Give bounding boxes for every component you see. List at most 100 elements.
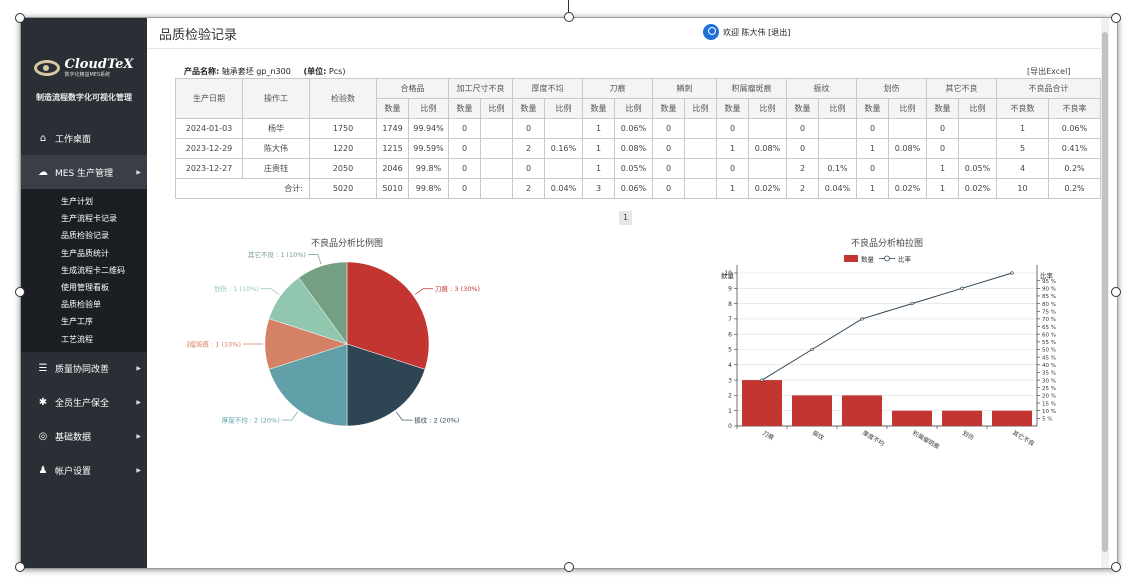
sidebar-item-account[interactable]: ♟ 帐户设置 ▶ [21,454,147,488]
col-subheader: 比例 [818,98,857,119]
col-subheader: 比例 [958,98,997,119]
logo-eye-icon [34,60,61,76]
pie-slice-label: 刀痕 : 3 (30%) [435,284,480,293]
y2-tick-label: 80 % [1042,302,1056,308]
resize-handle-bl[interactable] [15,562,25,572]
legend-line-marker [884,255,890,262]
sidebar-item-label: 帐户设置 [55,467,92,478]
table-cell: 3 [582,178,615,199]
page-title: 品质检验记录 [159,28,238,43]
table-cell: 4 [996,158,1049,179]
col-subheader: 比例 [544,98,583,119]
table-row: 2023-12-29 陈大伟 1220 1215 99.59% 0 2 0.16% 1 0.08%… [175,138,1101,159]
table-cell [684,138,717,159]
table-cell: 10 [996,178,1049,199]
sidebar-subitem[interactable]: 品质检验单 [61,300,101,310]
product-name-value: 轴承套坯 gp_n300 [221,67,291,76]
pie-slice [268,343,348,427]
rotate-handle[interactable] [564,12,574,22]
table-cell: 0.16% [544,138,583,159]
sidebar-item-label: 工作桌面 [55,134,92,145]
pie-slice [346,261,430,370]
cumulative-point [960,286,964,290]
y2-tick-label: 45 % [1042,355,1056,361]
sidebar-subitem[interactable]: 工艺流程 [61,334,93,344]
col-subheader: 数量 [716,98,749,119]
table-cell: 0.2% [1048,178,1101,199]
cumulative-point [860,317,864,321]
table-cell: 0.04% [818,178,857,199]
sidebar-item-basedata[interactable]: ◎ 基础数据 ▶ [21,420,147,454]
col-group-header: 鳞刺 [652,78,717,99]
pagination-page[interactable]: 1 [619,211,632,225]
y-tick-label: 8 [728,301,732,308]
sidebar-subitem[interactable]: 生产工序 [61,317,93,327]
sidebar-subitem[interactable]: 品质检验记录 [61,231,109,241]
col-subheader: 比例 [408,98,449,119]
col-subheader: 比例 [614,98,653,119]
sidebar-subitem[interactable]: 使用管理看板 [61,282,109,292]
table-cell [818,118,857,139]
y2-tick-label: 50 % [1042,348,1056,354]
welcome-logout-link[interactable]: 欢迎 陈大伟 [退出] [723,27,791,37]
x-tick-label: 厚度不均 [861,429,886,448]
y2-tick-label: 15 % [1042,401,1056,407]
scrollbar[interactable] [1101,18,1109,568]
col-subheader: 比例 [888,98,927,119]
col-group-header: 不良品合计 [996,78,1101,99]
table-cell [958,118,997,139]
resize-handle-bm[interactable] [564,562,574,572]
col-header-date: 生产日期 [175,78,243,119]
legend-line-label: 比率 [898,255,912,264]
x-tick-label: 其它不良 [1011,429,1036,448]
resize-handle-br[interactable] [1111,562,1121,572]
y2-tick-label: 35 % [1042,371,1056,377]
col-header-operator: 操作工 [242,78,310,119]
legend-bar-swatch [844,255,858,262]
col-subheader: 不良率 [1048,98,1101,119]
sidebar-subitem[interactable]: 生产计划 [61,197,93,206]
resize-handle-tr[interactable] [1111,13,1121,23]
database-icon: ☰ [38,363,48,375]
resize-handle-ml[interactable] [15,287,25,297]
scroll-thumb[interactable] [1102,32,1108,552]
sidebar-subitem[interactable]: 生产流程卡记录 [61,214,117,224]
col-subheader: 比例 [480,98,513,119]
table-cell [888,118,927,139]
resize-handle-mr[interactable] [1111,287,1121,297]
table-cell: 2046 [376,158,409,179]
y2-tick-label: 65 % [1042,325,1056,331]
resize-handle-tl[interactable] [15,13,25,23]
pareto-bar [742,380,782,426]
pie-slice-label: 积屑瘤斑痕 : 1 (10%) [187,340,241,349]
table-cell: 99.8% [408,178,449,199]
pie-slice [298,261,348,345]
sidebar: CloudTeX 数字化精益MES系统 制造流程数字化可视化管理 ⌂ 工作桌面 … [21,18,147,568]
sidebar-item-maintenance[interactable]: ✱ 全员生产保全 ▶ [21,386,147,420]
cumulative-point [910,301,914,306]
table-cell: 2024-01-03 [175,118,243,139]
app-screenshot-frame: CloudTeX 数字化精益MES系统 制造流程数字化可视化管理 ⌂ 工作桌面 … [20,17,1118,569]
total-label: 合计: [175,178,310,199]
table-cell: 0 [786,118,819,139]
col-subheader: 比例 [748,98,787,119]
table-cell [480,118,513,139]
sidebar-subitem[interactable]: 生产品质统计 [61,248,109,258]
table-cell: 0 [448,138,481,159]
table-cell: 1220 [309,138,377,159]
table-cell: 0 [926,138,959,159]
sidebar-subitem[interactable]: 生成流程卡二维码 [61,265,125,275]
table-cell: 2 [786,158,819,179]
sidebar-item-quality[interactable]: ☰ 质量协同改善 ▶ [21,352,147,386]
x-tick-label: 划伤 [961,429,975,442]
col-group-header: 其它不良 [926,78,997,99]
export-excel-link[interactable]: [导出Excel] [1027,67,1071,76]
logo-sub: 数字化精益MES系统 [64,72,111,78]
y-tick-label: 0 [728,423,732,430]
y2-tick-label: 55 % [1042,340,1056,346]
pie-label-line [414,288,434,295]
sidebar-item-workspace[interactable]: ⌂ 工作桌面 [21,121,147,155]
sidebar-item-mes[interactable]: ☁ MES 生产管理 ▶ [21,155,147,189]
table-cell: 0 [716,158,749,179]
table-cell: 0.02% [748,178,787,199]
